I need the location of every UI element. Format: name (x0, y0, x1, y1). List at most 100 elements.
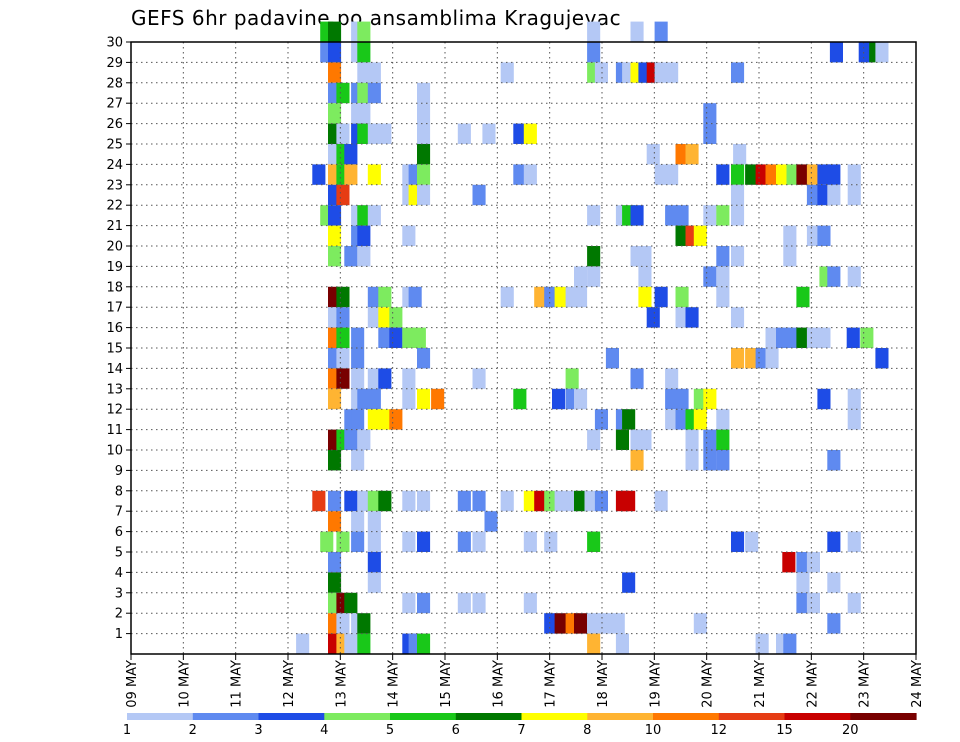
x-tick-label: 12 MAY (282, 660, 297, 708)
heatmap-cell (675, 286, 689, 308)
heatmap-cell (827, 572, 841, 593)
heatmap-cell (594, 490, 608, 512)
heatmap-cell (367, 531, 381, 552)
heatmap-cell (417, 164, 431, 185)
y-tick-label: 27 (106, 97, 123, 112)
heatmap-cell (827, 450, 841, 471)
colorbar-segment (192, 713, 260, 720)
heatmap-cell (402, 327, 416, 348)
heatmap-cell (630, 450, 644, 471)
heatmap-cell (716, 266, 730, 287)
heatmap-cell (665, 388, 679, 410)
heatmap-cell (731, 246, 745, 267)
heatmap-cell (654, 490, 668, 512)
heatmap-cell (786, 327, 800, 348)
colorbar-segment (521, 713, 588, 720)
heatmap-cell (357, 246, 371, 267)
y-tick-label: 1 (115, 627, 123, 642)
heatmap-cell (367, 572, 381, 593)
heatmap-cell (523, 592, 537, 614)
heatmap-cell (457, 123, 471, 144)
heatmap-cell (716, 409, 730, 430)
heatmap-cell (675, 388, 689, 410)
heatmap-cell (733, 144, 747, 165)
heatmap-cell (846, 327, 860, 348)
heatmap-cell (457, 592, 471, 614)
heatmap-cell (783, 633, 797, 654)
heatmap-cell (357, 613, 371, 634)
heatmap-cell (367, 205, 381, 226)
heatmap-cell (693, 613, 707, 634)
heatmap-cell (378, 307, 392, 328)
heatmap-cell (703, 388, 717, 410)
heatmap-cell (665, 205, 679, 226)
heatmap-cell (554, 286, 568, 308)
heatmap-cell (472, 490, 486, 512)
heatmap-cell (786, 164, 800, 185)
heatmap-cell (357, 633, 371, 654)
heatmap-cell (796, 592, 810, 614)
heatmap-cell (806, 164, 820, 185)
heatmap-cell (378, 123, 392, 144)
y-tick-label: 8 (115, 484, 123, 499)
heatmap-cell (703, 266, 717, 287)
heatmap-cell (594, 409, 608, 430)
x-tick-label: 14 MAY (387, 660, 402, 708)
heatmap-cell (745, 164, 759, 185)
heatmap-cell (417, 103, 431, 124)
heatmap-cell (389, 327, 403, 348)
heatmap-cell (544, 531, 558, 552)
y-tick-label: 6 (115, 525, 123, 540)
heatmap-cell (367, 552, 381, 573)
heatmap-cell (378, 409, 392, 430)
heatmap-cell (328, 450, 342, 471)
heatmap-cell (875, 348, 889, 369)
heatmap-cell (703, 450, 717, 471)
heatmap-cell (357, 82, 371, 104)
heatmap-cell (847, 592, 861, 614)
heatmap-cell (417, 123, 431, 144)
x-tick-label: 09 MAY (125, 660, 140, 708)
heatmap-cell (847, 531, 861, 552)
y-tick-label: 16 (106, 321, 123, 336)
heatmap-cell (328, 572, 342, 593)
heatmap-cell (675, 409, 689, 430)
heatmap-cell (544, 613, 558, 634)
y-tick-label: 29 (106, 56, 123, 71)
heatmap-cell (703, 103, 717, 124)
y-tick-label: 12 (106, 403, 123, 418)
heatmap-cell (827, 613, 841, 634)
heatmap-cell (378, 490, 392, 512)
colorbar-label: 6 (452, 723, 460, 738)
colorbar-label: 3 (254, 723, 262, 738)
heatmap-cell (523, 164, 537, 185)
heatmap-cell (357, 42, 371, 63)
heatmap-cell (587, 429, 601, 450)
heatmap-cell (716, 246, 730, 267)
y-tick-label: 3 (115, 586, 123, 601)
heatmap-cell (675, 205, 689, 226)
heatmap-cell (367, 123, 381, 144)
heatmap-cell (523, 490, 537, 512)
heatmap-cell (875, 42, 889, 63)
heatmap-cell (457, 490, 471, 512)
heatmap-cell (574, 266, 588, 287)
heatmap-cell (755, 164, 769, 185)
heatmap-cell (552, 388, 566, 410)
heatmap-cell (417, 633, 431, 654)
heatmap-cell (574, 388, 588, 410)
colorbar-label: 15 (776, 723, 793, 738)
x-tick-label: 18 MAY (596, 660, 611, 708)
heatmap-cell (417, 490, 431, 512)
heatmap-cell (806, 225, 820, 246)
heatmap-cell (344, 490, 358, 512)
heatmap-cell (765, 164, 779, 185)
heatmap-cell (351, 409, 365, 430)
heatmap-cell (745, 531, 759, 552)
heatmap-cell (847, 266, 861, 287)
heatmap-cell (755, 633, 769, 654)
heatmap-cell (574, 613, 588, 634)
heatmap-cell (408, 286, 422, 308)
heatmap-cell (336, 307, 350, 328)
heatmap-cell (336, 286, 350, 308)
